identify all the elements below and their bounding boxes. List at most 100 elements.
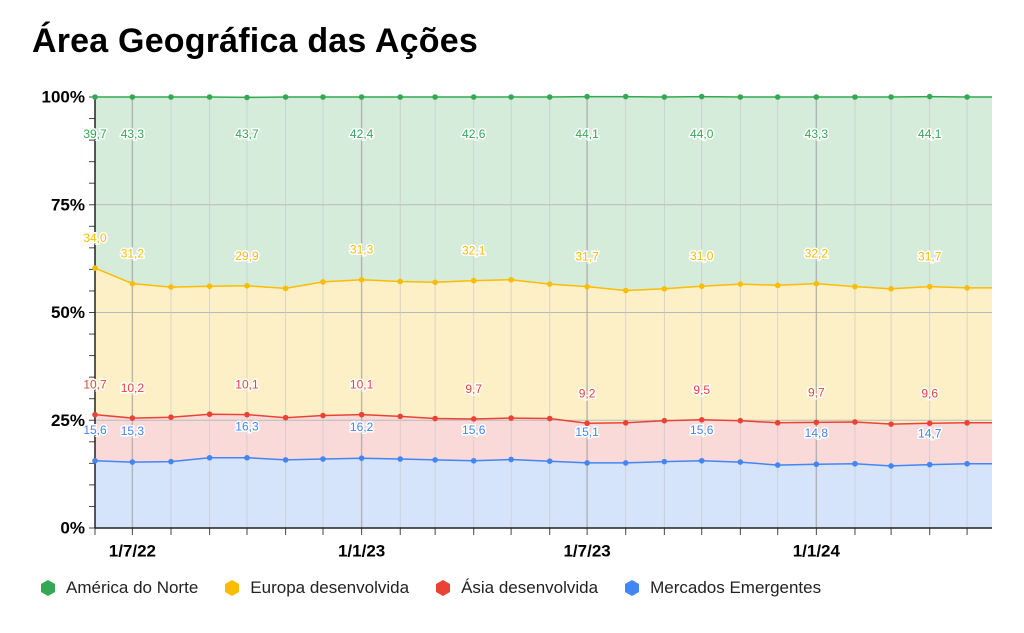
data-point	[698, 283, 705, 290]
data-point	[470, 94, 477, 100]
data-point	[622, 460, 629, 466]
legend-item-europa-desenvolvida[interactable]: Europa desenvolvida	[224, 578, 409, 598]
data-label: 43,3	[805, 127, 829, 141]
legend-item-asia-desenvolvida[interactable]: Ásia desenvolvida	[435, 578, 598, 598]
data-label: 10,2	[121, 381, 145, 395]
data-label: 9,7	[465, 382, 482, 396]
data-point	[964, 420, 970, 426]
legend-label: Europa desenvolvida	[250, 578, 410, 597]
data-point	[432, 415, 438, 422]
data-point	[584, 460, 590, 466]
data-point	[92, 457, 98, 464]
data-point	[698, 417, 705, 423]
data-point	[661, 417, 668, 424]
data-point	[698, 93, 705, 100]
data-point	[926, 461, 933, 468]
data-point	[622, 420, 629, 426]
data-point	[282, 285, 289, 292]
data-point	[508, 94, 514, 100]
x-tick-label: 1/7/23	[563, 542, 610, 561]
data-point	[470, 416, 477, 422]
data-point	[813, 94, 820, 100]
data-point	[737, 94, 744, 100]
data-point	[92, 94, 98, 100]
data-point	[320, 279, 326, 285]
data-point	[813, 280, 820, 287]
data-point	[397, 94, 404, 100]
data-point	[888, 94, 894, 100]
y-tick-label: 50%	[51, 303, 85, 322]
legend-item-mercados-emergentes[interactable]: Mercados Emergentes	[624, 578, 821, 598]
data-point	[964, 285, 970, 291]
data-label: 9,5	[693, 383, 710, 397]
legend-item-america-do-norte[interactable]: América do Norte	[40, 578, 198, 598]
data-label: 9,7	[808, 385, 825, 399]
data-point	[737, 281, 744, 287]
legend-label: Mercados Emergentes	[650, 578, 822, 597]
data-label: 43,3	[121, 127, 145, 141]
area-mercados-emergentes	[95, 457, 992, 528]
data-point	[698, 457, 705, 464]
data-label: 44,0	[690, 127, 714, 141]
data-point	[546, 415, 553, 422]
data-label: 44,1	[575, 127, 599, 141]
data-point	[129, 94, 136, 100]
data-point	[584, 283, 590, 290]
data-point	[282, 414, 289, 421]
data-point	[397, 278, 404, 285]
data-label: 29,9	[235, 249, 259, 263]
data-point	[397, 456, 404, 462]
data-point	[320, 456, 326, 462]
data-point	[661, 285, 668, 292]
data-label: 42,6	[462, 127, 486, 141]
data-label: 15,3	[121, 424, 145, 438]
data-point	[432, 279, 438, 286]
legend-label: Ásia desenvolvida	[461, 578, 599, 597]
data-point	[546, 94, 553, 100]
data-point	[852, 94, 858, 100]
data-point	[320, 412, 326, 419]
data-label: 14,8	[805, 426, 829, 440]
data-point	[508, 276, 514, 283]
data-label: 14,7	[918, 427, 942, 441]
y-tick-label: 0%	[60, 519, 85, 538]
hexagon-icon	[225, 580, 240, 596]
data-label: 44,1	[918, 127, 942, 141]
data-point	[129, 280, 136, 287]
data-point	[244, 282, 250, 289]
data-point	[774, 94, 781, 100]
data-point	[432, 457, 438, 463]
data-label: 15,1	[575, 425, 599, 439]
data-label: 42,4	[350, 127, 374, 141]
data-point	[926, 93, 933, 100]
data-point	[888, 285, 894, 292]
data-point	[622, 93, 629, 100]
hexagon-icon	[41, 580, 55, 596]
x-tick-label: 1/7/22	[109, 542, 156, 561]
data-point	[852, 460, 858, 467]
data-point	[206, 94, 213, 100]
data-point	[926, 283, 933, 290]
data-label: 9,2	[579, 386, 596, 400]
area-europa-desenvolvida	[95, 268, 992, 425]
data-point	[888, 463, 894, 469]
data-label: 9,6	[921, 386, 938, 400]
data-label: 10,1	[350, 378, 374, 392]
data-point	[813, 461, 820, 468]
data-point	[546, 458, 553, 464]
data-label: 31,2	[121, 247, 145, 261]
area-américa-do-norte	[95, 96, 992, 291]
data-point	[168, 458, 174, 465]
data-point	[774, 282, 781, 289]
data-point	[358, 411, 365, 418]
x-tick-label: 1/1/24	[793, 542, 841, 561]
data-point	[508, 456, 514, 463]
data-point	[168, 94, 174, 100]
data-point	[852, 419, 858, 425]
data-point	[584, 420, 590, 427]
y-tick-label: 100%	[42, 88, 85, 107]
data-point	[206, 411, 213, 418]
data-point	[813, 419, 820, 426]
data-point	[661, 94, 668, 100]
x-tick-label: 1/1/23	[338, 542, 385, 561]
